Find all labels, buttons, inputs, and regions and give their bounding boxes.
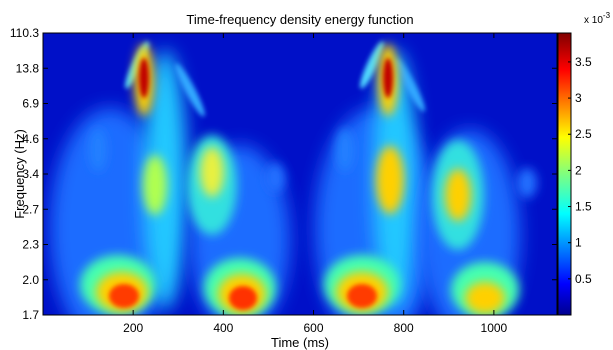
colorbar-multiplier-exponent: -3 xyxy=(603,11,611,20)
colorbar-tick-label: 0.5 xyxy=(575,272,592,286)
energy-burst-2 xyxy=(187,135,290,315)
y-axis: 1.7 2.0 2.3 2.7 3.4 4.6 6.9 13.8 110.3 xyxy=(10,26,557,322)
x-tick-label: 800 xyxy=(394,321,414,335)
colorbar: 0.5 1 1.5 2 2.5 3 3.5 x 10-3 xyxy=(557,11,611,316)
faint-blob-3 xyxy=(336,128,354,172)
y-tick-label: 2.3 xyxy=(22,238,39,252)
x-tick-label: 1000 xyxy=(481,321,508,335)
y-tick-label: 2.0 xyxy=(22,273,39,287)
y-tick-label: 13.8 xyxy=(16,61,40,75)
colorbar-tick-label: 3.5 xyxy=(575,55,592,69)
y-tick-label: 1.7 xyxy=(22,308,39,322)
colorbar-tick-label: 2.5 xyxy=(575,127,592,141)
colorbar-gradient xyxy=(557,32,572,316)
chart-title: Time-frequency density energy function xyxy=(186,12,413,27)
x-axis: 200 400 600 800 1000 xyxy=(123,33,508,335)
plot-area xyxy=(42,32,558,316)
colorbar-multiplier-base: x 10 xyxy=(584,15,603,26)
colorbar-tick-label: 3 xyxy=(575,91,582,105)
y-tick-label: 110.3 xyxy=(10,26,39,40)
colorbar-multiplier: x 10-3 xyxy=(584,11,611,26)
colorbar-tick-label: 1 xyxy=(575,236,582,250)
y-tick-label: 6.9 xyxy=(22,97,39,111)
energy-burst-1 xyxy=(50,41,205,315)
faint-blob-1 xyxy=(89,128,107,172)
faint-blob-4 xyxy=(517,168,537,198)
y-tick-label: 3.4 xyxy=(22,167,39,181)
x-tick-label: 400 xyxy=(213,321,233,335)
energy-burst-4 xyxy=(420,130,520,315)
x-tick-label: 200 xyxy=(123,321,143,335)
y-axis-label: Frequency (Hz) xyxy=(12,129,27,219)
x-tick-label: 600 xyxy=(304,321,324,335)
y-tick-label: 2.7 xyxy=(22,202,39,216)
colorbar-ticks: 0.5 1 1.5 2 2.5 3 3.5 xyxy=(568,55,592,286)
faint-blob-2 xyxy=(265,163,285,193)
y-tick-label: 4.6 xyxy=(22,132,39,146)
colorbar-tick-label: 2 xyxy=(575,163,582,177)
x-axis-label: Time (ms) xyxy=(271,335,329,350)
colorbar-tick-label: 1.5 xyxy=(575,200,592,214)
